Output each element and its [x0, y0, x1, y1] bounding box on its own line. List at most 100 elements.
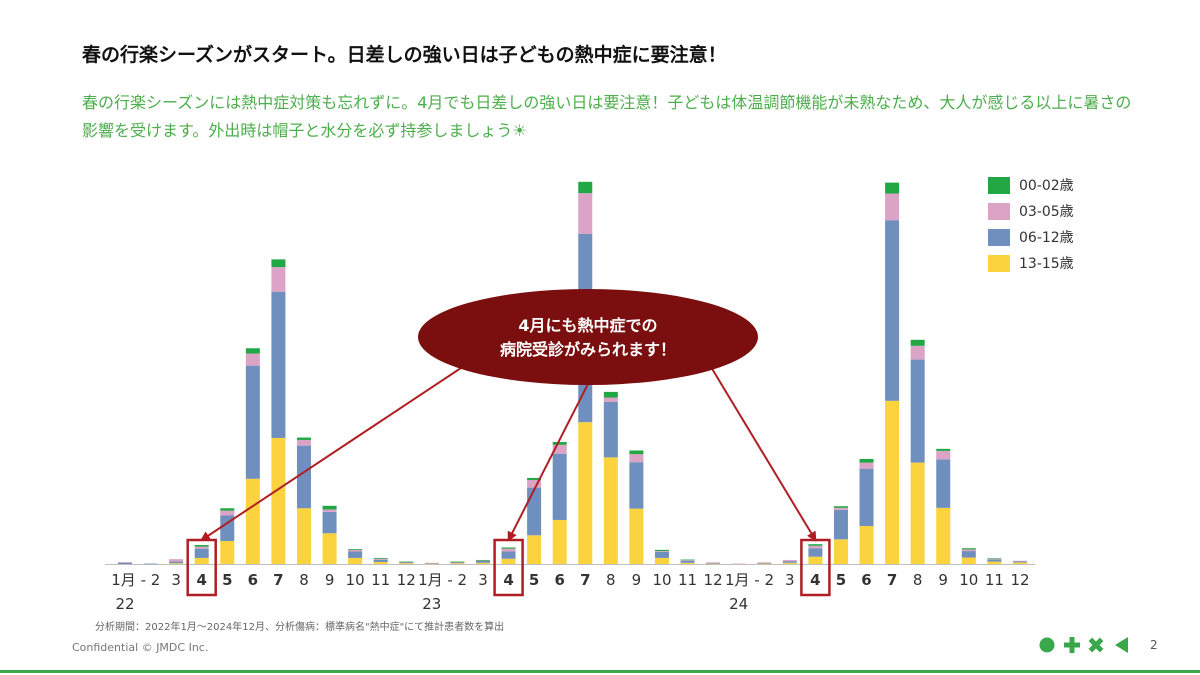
bar-segment [399, 562, 414, 564]
bar-segment [936, 450, 951, 460]
chart-legend: 00-02歳 03-05歳 06-12歳 13-15歳 [988, 172, 1074, 276]
bar-segment [424, 563, 439, 564]
bar-segment [654, 557, 669, 564]
legend-item: 00-02歳 [988, 172, 1074, 198]
page-title: 春の行楽シーズンがスタート。日差しの強い日は子どもの熱中症に要注意！ [82, 44, 727, 66]
bar-segment [910, 345, 925, 360]
x-tick-label: 6 [248, 571, 258, 589]
bar-segment [399, 563, 414, 564]
bar-segment [782, 559, 797, 562]
bar-segment [1012, 561, 1027, 563]
bar-segment [501, 548, 516, 552]
bar-segment [194, 557, 209, 564]
bar-segment [885, 193, 900, 221]
x-tick-label: 4 [503, 571, 513, 589]
bar-segment [987, 558, 1002, 559]
bottom-rule [0, 670, 1200, 673]
bar-segment [885, 182, 900, 194]
bar-segment [450, 562, 465, 564]
legend-swatch [988, 202, 1010, 220]
bar-segment [245, 353, 260, 366]
bar-segment [296, 437, 311, 440]
legend-item: 13-15歳 [988, 250, 1074, 276]
bar-segment [833, 506, 848, 508]
legend-label: 13-15歳 [1019, 256, 1074, 272]
callout-arrow [507, 379, 591, 542]
bar-segment [808, 548, 823, 557]
bar-segment [603, 402, 618, 458]
bar-segment [757, 562, 772, 563]
x-year-label: 23 [422, 595, 441, 613]
bar-segment [169, 563, 184, 564]
bar-segment [322, 511, 337, 534]
callout-bubble [418, 289, 758, 385]
bar-segment [808, 545, 823, 549]
bar-segment [961, 557, 976, 564]
bar-segment [552, 441, 567, 445]
legend-swatch [988, 254, 1010, 272]
x-tick-label: 12 [1010, 571, 1029, 589]
x-tick-label: 3 [478, 571, 488, 589]
x-tick-label: 7 [273, 571, 283, 589]
bar-segment [296, 445, 311, 509]
x-year-label: 22 [115, 595, 134, 613]
bar-segment [808, 544, 823, 546]
bar-segment [552, 453, 567, 520]
x-tick-label: 4 [810, 571, 820, 589]
bar-segment [936, 459, 951, 508]
bar-segment [961, 549, 976, 552]
callout-arrow [707, 361, 817, 542]
bar-segment [475, 559, 490, 561]
x-tick-label: 5 [836, 571, 846, 589]
bar-segment [450, 563, 465, 564]
x-tick-label: 1月 - 2 [725, 571, 774, 589]
callout-text-line2: 病院受診がみられます！ [500, 340, 676, 359]
x-tick-label: 1月 - 2 [418, 571, 467, 589]
x-tick-label: 3 [171, 571, 181, 589]
bar-segment [245, 348, 260, 354]
bar-segment [833, 507, 848, 510]
bar-segment [603, 457, 618, 564]
x-tick-label: 12 [704, 571, 723, 589]
x-tick-label: 8 [606, 571, 616, 589]
bar-segment [578, 181, 593, 194]
x-tick-label: 9 [325, 571, 335, 589]
bar-segment [169, 559, 184, 562]
x-tick-label: 11 [985, 571, 1004, 589]
bar-segment [578, 193, 593, 234]
legend-label: 00-02歳 [1019, 178, 1074, 194]
x-tick-label: 12 [397, 571, 416, 589]
bar-segment [833, 539, 848, 564]
legend-label: 06-12歳 [1019, 230, 1074, 246]
confidential-notice: Confidential © JMDC Inc. [72, 641, 209, 654]
x-tick-label: 8 [913, 571, 923, 589]
callout-text-line1: 4月にも熱中症での [518, 316, 657, 335]
legend-label: 03-05歳 [1019, 204, 1074, 220]
bar-segment [527, 477, 542, 480]
bar-segment [373, 558, 388, 560]
bar-segment [169, 561, 184, 564]
bar-segment [680, 562, 695, 564]
bar-segment [373, 561, 388, 564]
bar-segment [348, 549, 363, 550]
bar-segment [475, 560, 490, 561]
bar-segment [936, 448, 951, 451]
x-tick-label: 5 [529, 571, 539, 589]
bar-segment [194, 546, 209, 549]
bar-segment [833, 509, 848, 540]
bar-segment [706, 562, 721, 563]
x-tick-label: 6 [554, 571, 564, 589]
bar-segment [143, 563, 158, 565]
bar-segment [348, 549, 363, 552]
x-tick-label: 6 [861, 571, 871, 589]
bar-segment [629, 454, 644, 463]
bar-segment [424, 562, 439, 564]
bar-segment [680, 559, 695, 561]
bar-segment [475, 560, 490, 563]
bar-segment [885, 400, 900, 564]
bar-segment [552, 519, 567, 564]
x-tick-label: 10 [346, 571, 365, 589]
bar-segment [859, 468, 874, 527]
bar-segment [348, 557, 363, 564]
